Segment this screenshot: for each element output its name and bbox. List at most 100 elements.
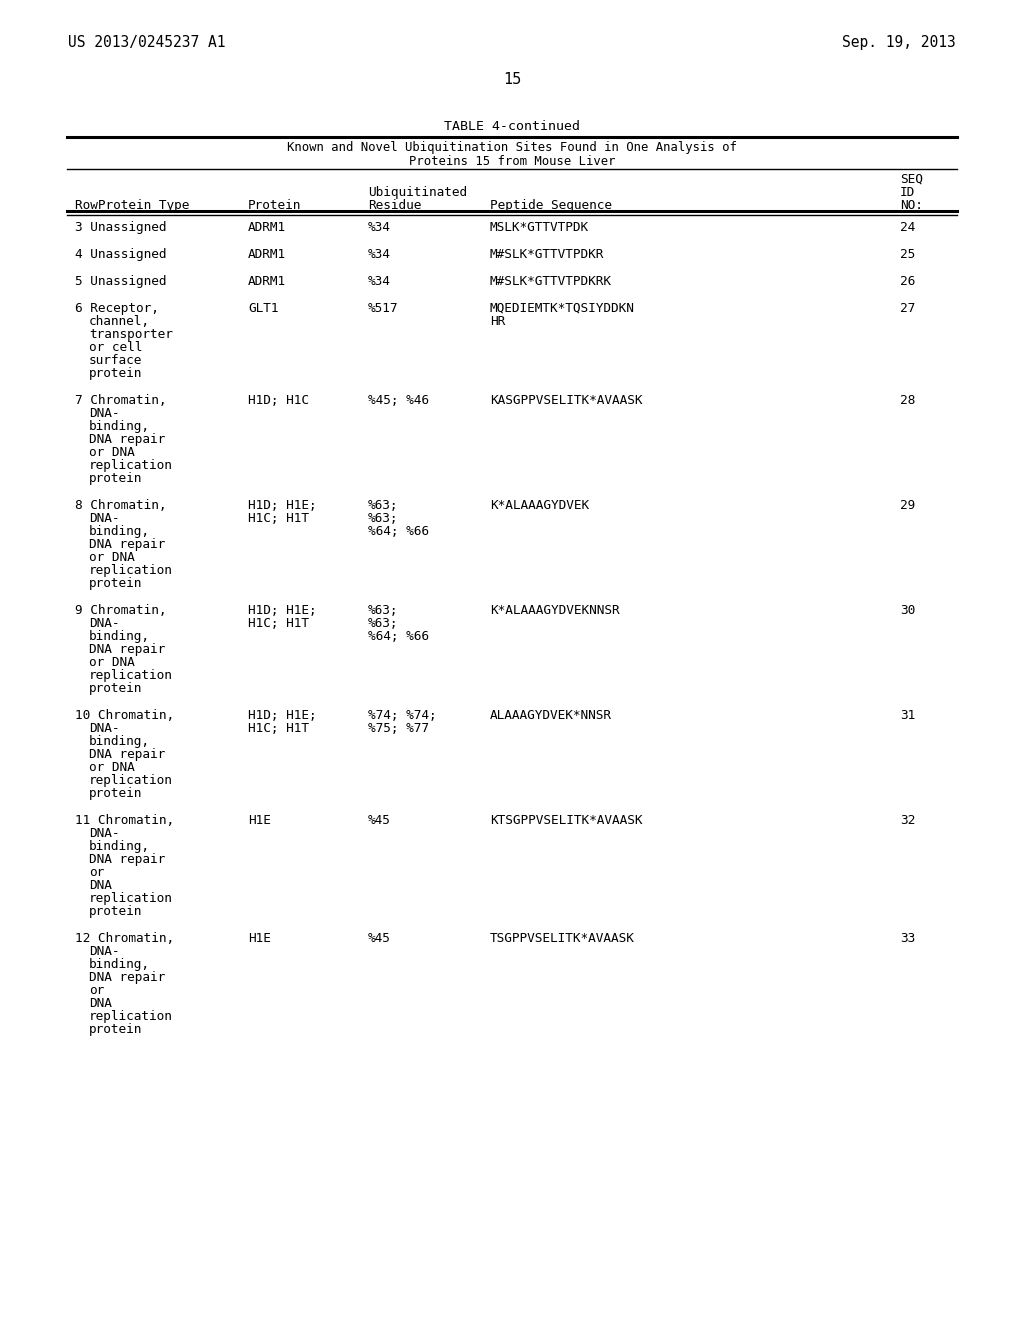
Text: 29: 29 xyxy=(900,499,915,512)
Text: H1D; H1C: H1D; H1C xyxy=(248,393,309,407)
Text: ADRM1: ADRM1 xyxy=(248,220,286,234)
Text: protein: protein xyxy=(89,787,142,800)
Text: DNA-: DNA- xyxy=(89,407,120,420)
Text: DNA-: DNA- xyxy=(89,828,120,840)
Text: DNA repair: DNA repair xyxy=(89,643,165,656)
Text: SEQ: SEQ xyxy=(900,173,923,186)
Text: H1E: H1E xyxy=(248,814,271,828)
Text: HR: HR xyxy=(490,315,505,327)
Text: or: or xyxy=(89,866,104,879)
Text: 5 Unassigned: 5 Unassigned xyxy=(75,275,167,288)
Text: 33: 33 xyxy=(900,932,915,945)
Text: or DNA: or DNA xyxy=(89,656,135,669)
Text: protein: protein xyxy=(89,367,142,380)
Text: 30: 30 xyxy=(900,605,915,616)
Text: or: or xyxy=(89,983,104,997)
Text: binding,: binding, xyxy=(89,840,150,853)
Text: KASGPPVSELITK*AVAASK: KASGPPVSELITK*AVAASK xyxy=(490,393,642,407)
Text: 25: 25 xyxy=(900,248,915,261)
Text: 11 Chromatin,: 11 Chromatin, xyxy=(75,814,174,828)
Text: MSLK*GTTVTPDK: MSLK*GTTVTPDK xyxy=(490,220,589,234)
Text: surface: surface xyxy=(89,354,142,367)
Text: binding,: binding, xyxy=(89,735,150,748)
Text: K*ALAAAGYDVEKNNSR: K*ALAAAGYDVEKNNSR xyxy=(490,605,620,616)
Text: ADRM1: ADRM1 xyxy=(248,275,286,288)
Text: 3 Unassigned: 3 Unassigned xyxy=(75,220,167,234)
Text: 6 Receptor,: 6 Receptor, xyxy=(75,302,159,315)
Text: %45; %46: %45; %46 xyxy=(368,393,429,407)
Text: protein: protein xyxy=(89,906,142,917)
Text: 10 Chromatin,: 10 Chromatin, xyxy=(75,709,174,722)
Text: protein: protein xyxy=(89,577,142,590)
Text: ADRM1: ADRM1 xyxy=(248,248,286,261)
Text: DNA repair: DNA repair xyxy=(89,972,165,983)
Text: ID: ID xyxy=(900,186,915,199)
Text: %75; %77: %75; %77 xyxy=(368,722,429,735)
Text: Protein: Protein xyxy=(248,199,301,213)
Text: 32: 32 xyxy=(900,814,915,828)
Text: 7 Chromatin,: 7 Chromatin, xyxy=(75,393,167,407)
Text: %64; %66: %64; %66 xyxy=(368,630,429,643)
Text: 26: 26 xyxy=(900,275,915,288)
Text: 31: 31 xyxy=(900,709,915,722)
Text: DNA repair: DNA repair xyxy=(89,853,165,866)
Text: TABLE 4-continued: TABLE 4-continued xyxy=(444,120,580,133)
Text: DNA repair: DNA repair xyxy=(89,433,165,446)
Text: replication: replication xyxy=(89,564,173,577)
Text: K*ALAAAGYDVEK: K*ALAAAGYDVEK xyxy=(490,499,589,512)
Text: %63;: %63; xyxy=(368,499,398,512)
Text: KTSGPPVSELITK*AVAASK: KTSGPPVSELITK*AVAASK xyxy=(490,814,642,828)
Text: TSGPPVSELITK*AVAASK: TSGPPVSELITK*AVAASK xyxy=(490,932,635,945)
Text: binding,: binding, xyxy=(89,958,150,972)
Text: %45: %45 xyxy=(368,814,391,828)
Text: 12 Chromatin,: 12 Chromatin, xyxy=(75,932,174,945)
Text: DNA: DNA xyxy=(89,997,112,1010)
Text: DNA repair: DNA repair xyxy=(89,748,165,762)
Text: H1C; H1T: H1C; H1T xyxy=(248,722,309,735)
Text: H1C; H1T: H1C; H1T xyxy=(248,512,309,525)
Text: replication: replication xyxy=(89,1010,173,1023)
Text: Ubiquitinated: Ubiquitinated xyxy=(368,186,467,199)
Text: %63;: %63; xyxy=(368,512,398,525)
Text: 9 Chromatin,: 9 Chromatin, xyxy=(75,605,167,616)
Text: protein: protein xyxy=(89,1023,142,1036)
Text: or DNA: or DNA xyxy=(89,762,135,774)
Text: %63;: %63; xyxy=(368,616,398,630)
Text: binding,: binding, xyxy=(89,420,150,433)
Text: Sep. 19, 2013: Sep. 19, 2013 xyxy=(843,36,956,50)
Text: GLT1: GLT1 xyxy=(248,302,279,315)
Text: %74; %74;: %74; %74; xyxy=(368,709,436,722)
Text: or cell: or cell xyxy=(89,341,142,354)
Text: Residue: Residue xyxy=(368,199,421,213)
Text: 27: 27 xyxy=(900,302,915,315)
Text: DNA-: DNA- xyxy=(89,945,120,958)
Text: replication: replication xyxy=(89,774,173,787)
Text: H1E: H1E xyxy=(248,932,271,945)
Text: H1D; H1E;: H1D; H1E; xyxy=(248,709,316,722)
Text: 15: 15 xyxy=(503,73,521,87)
Text: %34: %34 xyxy=(368,220,391,234)
Text: US 2013/0245237 A1: US 2013/0245237 A1 xyxy=(68,36,225,50)
Text: protein: protein xyxy=(89,682,142,696)
Text: replication: replication xyxy=(89,669,173,682)
Text: %45: %45 xyxy=(368,932,391,945)
Text: RowProtein Type: RowProtein Type xyxy=(75,199,189,213)
Text: MQEDIEMTK*TQSIYDDKN: MQEDIEMTK*TQSIYDDKN xyxy=(490,302,635,315)
Text: DNA: DNA xyxy=(89,879,112,892)
Text: 28: 28 xyxy=(900,393,915,407)
Text: %63;: %63; xyxy=(368,605,398,616)
Text: replication: replication xyxy=(89,459,173,473)
Text: H1D; H1E;: H1D; H1E; xyxy=(248,499,316,512)
Text: DNA-: DNA- xyxy=(89,722,120,735)
Text: 24: 24 xyxy=(900,220,915,234)
Text: M#SLK*GTTVTPDKRK: M#SLK*GTTVTPDKRK xyxy=(490,275,612,288)
Text: Peptide Sequence: Peptide Sequence xyxy=(490,199,612,213)
Text: NO:: NO: xyxy=(900,199,923,213)
Text: protein: protein xyxy=(89,473,142,484)
Text: Known and Novel Ubiquitination Sites Found in One Analysis of: Known and Novel Ubiquitination Sites Fou… xyxy=(287,141,737,154)
Text: %34: %34 xyxy=(368,248,391,261)
Text: 4 Unassigned: 4 Unassigned xyxy=(75,248,167,261)
Text: ALAAAGYDVEK*NNSR: ALAAAGYDVEK*NNSR xyxy=(490,709,612,722)
Text: 8 Chromatin,: 8 Chromatin, xyxy=(75,499,167,512)
Text: channel,: channel, xyxy=(89,315,150,327)
